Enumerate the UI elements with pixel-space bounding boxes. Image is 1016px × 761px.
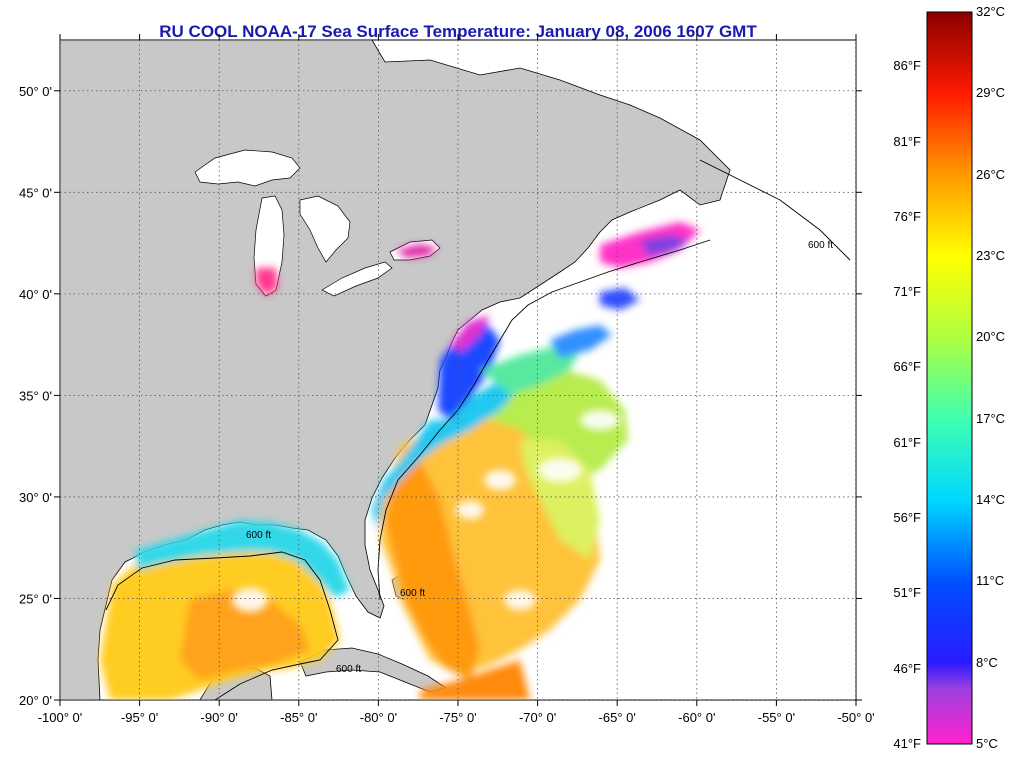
lon-tick-label: -50° 0'	[837, 710, 874, 725]
colorbar-fahrenheit-label: 66°F	[893, 359, 921, 375]
sst-gulf-coast-cool	[135, 520, 350, 598]
colorbar-fahrenheit-label: 71°F	[893, 284, 921, 300]
depth-contours	[105, 159, 851, 700]
colorbar-celsius-label: 26°C	[976, 166, 1006, 182]
lon-tick-label: -95° 0'	[121, 710, 158, 725]
lon-tick-label: -55° 0'	[758, 710, 795, 725]
sst-shelf-magenta	[450, 315, 490, 352]
lat-tick-label: 35° 0'	[19, 388, 52, 403]
sst-shelf-cyan	[372, 380, 520, 530]
lon-tick-label: -85° 0'	[280, 710, 317, 725]
colorbar-celsius-label: 14°C	[976, 492, 1006, 507]
lon-tick-label: -65° 0'	[599, 710, 636, 725]
sst-slope-blue	[550, 325, 612, 358]
colorbar-celsius-label: 8°C	[976, 654, 998, 670]
sst-gulf-of-mexico-orange	[180, 590, 310, 680]
colorbar-celsius-label: 5°C	[976, 736, 998, 751]
contour-label-gulf: 600 ft	[246, 530, 271, 541]
colorbar-fahrenheit-label: 56°F	[893, 510, 921, 526]
lat-tick-label: 20° 0'	[19, 693, 52, 708]
lake-erie	[321, 261, 393, 297]
colorbar-fahrenheit-label: 86°F	[893, 58, 921, 74]
lon-tick-label: -90° 0'	[201, 710, 238, 725]
map-content: 600 ft 600 ft 600 ft 600 ft	[60, 40, 856, 700]
contour-label-cuba: 600 ft	[336, 664, 361, 675]
colorbar-celsius-label: 23°C	[976, 248, 1006, 263]
colorbar-fahrenheit-label: 61°F	[893, 434, 921, 450]
colorbar-fahrenheit-label: 41°F	[893, 736, 921, 751]
lat-tick-label: 40° 0'	[19, 287, 52, 302]
lake-superior	[194, 149, 301, 187]
map-gridlines	[60, 40, 856, 700]
colorbar-fahrenheit-label: 81°F	[893, 133, 921, 149]
cloud-gaps	[232, 410, 620, 612]
colorbar-celsius-label: 11°C	[976, 573, 1005, 589]
map-title: RU COOL NOAA-17 Sea Surface Temperature:…	[159, 22, 757, 41]
colorbar	[926, 11, 973, 745]
sst-lake-michigan-cold	[256, 268, 278, 296]
lon-tick-label: -60° 0'	[678, 710, 715, 725]
colorbar-fahrenheit-label: 46°F	[893, 660, 921, 676]
colorbar-celsius-label: 29°C	[976, 85, 1006, 101]
sst-gulf-stream-orange	[385, 460, 480, 680]
lat-tick-label: 45° 0'	[19, 185, 52, 200]
sst-scotian-purple	[640, 235, 690, 256]
lon-tick-label: -80° 0'	[360, 710, 397, 725]
colorbar-fahrenheit-label: 51°F	[893, 585, 921, 601]
lon-tick-label: -70° 0'	[519, 710, 556, 725]
lat-tick-label: 50° 0'	[19, 84, 52, 99]
sst-lake-ontario-cold	[396, 244, 438, 258]
lake-huron	[299, 195, 351, 263]
lon-tick-label: -75° 0'	[439, 710, 476, 725]
lon-tick-label: -100° 0'	[38, 710, 83, 725]
colorbar-fahrenheit-label: 76°F	[893, 208, 921, 224]
contour-label-labrador: 600 ft	[808, 240, 833, 251]
lat-tick-label: 25° 0'	[19, 591, 52, 606]
map-axis-ticks: -100° 0' -95° 0' -90° 0' -85° 0' -80° 0' -75°…	[19, 34, 875, 725]
colorbar-celsius-label: 20°C	[976, 329, 1006, 345]
colorbar-celsius-label: 17°C	[976, 410, 1006, 426]
lat-tick-label: 30° 0'	[19, 490, 52, 505]
contour-label-bahamas: 600 ft	[400, 588, 425, 599]
colorbar-celsius-label: 32°C	[976, 4, 1006, 19]
sst-caribbean-warm	[420, 660, 530, 700]
sst-slope-green	[480, 345, 580, 395]
